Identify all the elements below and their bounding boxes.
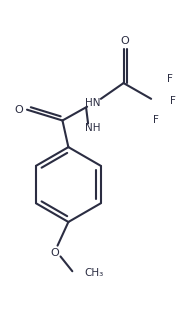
Text: HN: HN <box>85 98 101 108</box>
Text: F: F <box>153 115 159 125</box>
Text: CH₃: CH₃ <box>84 268 103 278</box>
Text: NH: NH <box>85 123 101 133</box>
Text: O: O <box>120 36 129 46</box>
Text: O: O <box>15 105 24 115</box>
Text: F: F <box>167 74 173 84</box>
Text: O: O <box>50 248 59 257</box>
Text: F: F <box>170 96 176 106</box>
